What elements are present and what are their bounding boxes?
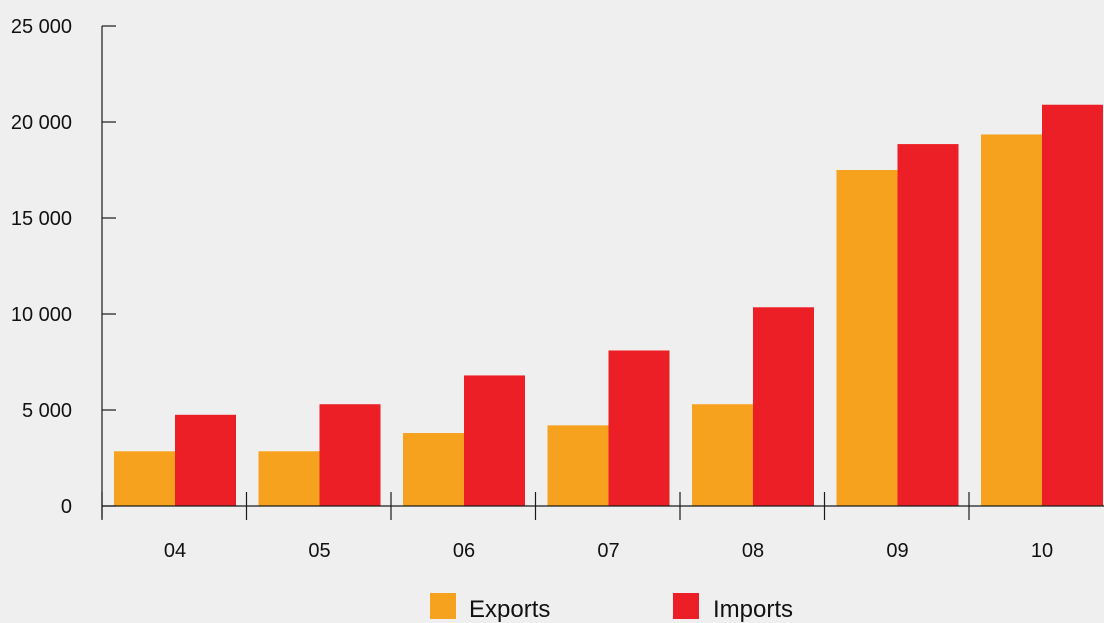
- bar-imports-05: [319, 404, 381, 506]
- bar-exports-08: [692, 404, 753, 506]
- legend-swatch-exports: [430, 593, 456, 619]
- y-tick-label: 10 000: [11, 304, 72, 326]
- bars-group: [114, 104, 1103, 507]
- x-tick-label: 09: [886, 540, 908, 562]
- bar-imports-06: [464, 375, 525, 506]
- y-tick-label: 5 000: [22, 400, 72, 422]
- bar-exports-07: [547, 425, 609, 506]
- y-tick-label: 25 000: [11, 16, 72, 38]
- legend: Exports Imports: [430, 593, 793, 623]
- axes-group: [101, 26, 1104, 518]
- bar-imports-09: [897, 144, 959, 506]
- x-tick-label: 10: [1031, 540, 1053, 562]
- x-tick-label: 06: [453, 540, 475, 562]
- bar-exports-05: [258, 451, 320, 506]
- y-tick-label: 20 000: [11, 112, 72, 134]
- y-tick-label: 0: [61, 496, 72, 518]
- legend-swatch-imports: [673, 593, 699, 619]
- legend-label-exports: Exports: [469, 596, 550, 623]
- bar-exports-06: [403, 433, 464, 506]
- bar-imports-07: [608, 350, 670, 506]
- bar-imports-08: [753, 307, 814, 506]
- bar-exports-10: [981, 134, 1042, 507]
- bar-imports-04: [175, 414, 236, 506]
- legend-label-imports: Imports: [713, 596, 793, 623]
- x-tick-label: 05: [308, 540, 330, 562]
- bar-imports-10: [1042, 104, 1103, 506]
- y-axis-ticks: 0 5 000 10 000 15 000 20 000 25 000: [11, 16, 116, 518]
- y-tick-label: 15 000: [11, 208, 72, 230]
- x-tick-label: 04: [164, 540, 186, 562]
- x-axis-ticks: 04 05 06 07 08 09 10: [101, 492, 1053, 562]
- bar-exports-04: [114, 451, 175, 506]
- x-tick-label: 08: [742, 540, 764, 562]
- x-tick-label: 07: [597, 540, 619, 562]
- bar-exports-09: [836, 170, 898, 506]
